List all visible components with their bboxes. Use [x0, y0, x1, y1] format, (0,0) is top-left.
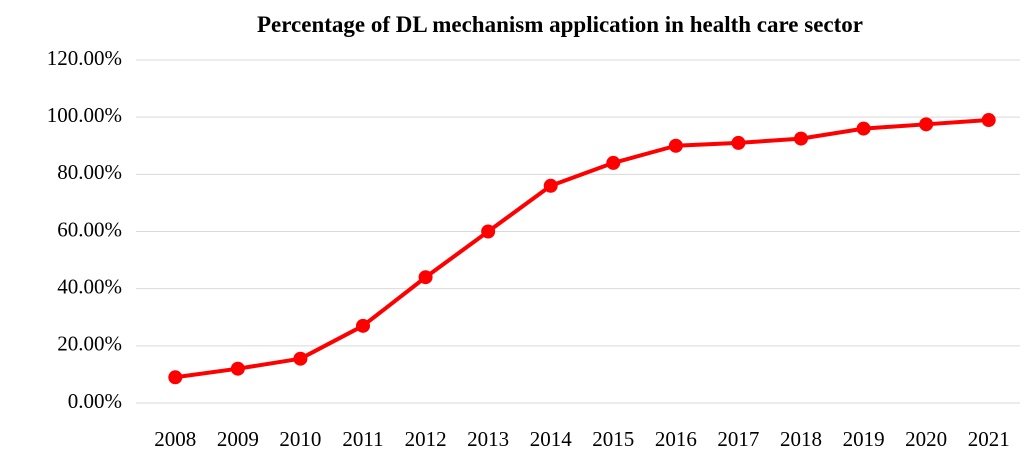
data-point: [293, 351, 308, 366]
y-tick-label: 100.00%: [47, 103, 122, 127]
y-tick-label: 80.00%: [57, 160, 122, 184]
data-point: [668, 138, 683, 153]
x-tick-label: 2017: [717, 427, 759, 451]
data-point: [606, 155, 621, 170]
data-point: [543, 178, 558, 193]
x-tick-label: 2018: [780, 427, 822, 451]
x-tick-label: 2019: [843, 427, 885, 451]
y-tick-label: 20.00%: [57, 332, 122, 356]
y-tick-label: 120.00%: [47, 46, 122, 70]
x-tick-label: 2009: [217, 427, 259, 451]
x-tick-label: 2016: [655, 427, 697, 451]
data-point: [919, 117, 934, 132]
data-line: [175, 118, 989, 380]
x-tick-label: 2010: [279, 427, 321, 451]
x-tick-label: 2021: [968, 427, 1010, 451]
x-tick-label: 2012: [405, 427, 447, 451]
y-tick-label: 0.00%: [68, 389, 122, 413]
x-tick-label: 2020: [905, 427, 947, 451]
data-point: [230, 361, 245, 376]
data-point: [731, 135, 746, 150]
y-tick-label: 40.00%: [57, 274, 122, 298]
data-point: [168, 370, 183, 385]
data-point: [356, 318, 370, 333]
data-point: [481, 224, 496, 239]
data-point: [794, 131, 808, 146]
data-point: [981, 113, 996, 128]
x-tick-label: 2008: [154, 427, 196, 451]
chart-title: Percentage of DL mechanism application i…: [256, 12, 863, 37]
x-tick-label: 2015: [592, 427, 634, 451]
x-tick-label: 2011: [342, 427, 383, 451]
x-tick-label: 2013: [467, 427, 509, 451]
y-tick-label: 60.00%: [57, 217, 122, 241]
x-tick-label: 2014: [530, 427, 573, 451]
data-point: [856, 121, 871, 136]
data-point: [418, 270, 433, 285]
